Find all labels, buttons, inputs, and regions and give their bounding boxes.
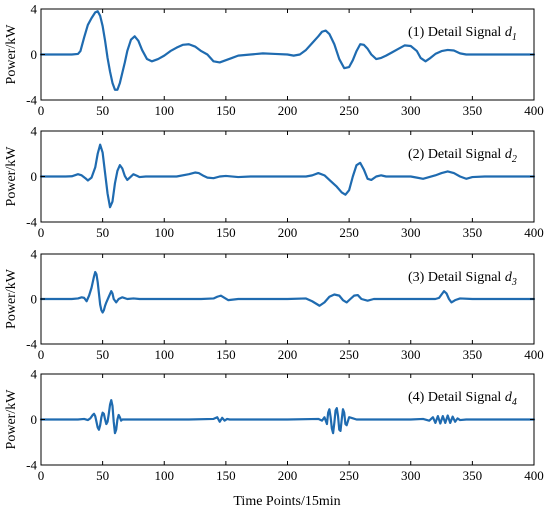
y-tick-label: -4	[26, 215, 37, 230]
x-tick-label: 250	[339, 103, 359, 118]
panel-title-subscript: 4	[512, 397, 517, 408]
x-tick-label: 100	[155, 468, 175, 483]
x-tick-label: 200	[278, 468, 298, 483]
panel-title: (2) Detail Signal d2	[408, 147, 517, 165]
x-tick-label: 100	[155, 347, 175, 362]
x-tick-label: 0	[38, 468, 45, 483]
x-tick-label: 0	[38, 103, 45, 118]
series-line	[39, 143, 536, 209]
x-tick-label: 400	[524, 468, 544, 483]
panel-title-subscript: 3	[511, 277, 517, 288]
x-tick-label: 0	[38, 347, 45, 362]
panel-title-variable: d	[505, 25, 513, 40]
x-tick-label: 400	[524, 225, 544, 240]
x-tick-label: 300	[401, 103, 421, 118]
series-line	[39, 399, 536, 435]
x-tick-label: 350	[463, 103, 483, 118]
x-tick-label: 50	[96, 225, 109, 240]
panel-title: (3) Detail Signal d3	[408, 270, 517, 288]
x-tick-label: 50	[96, 347, 109, 362]
x-tick-label: 400	[524, 347, 544, 362]
y-tick-label: 4	[31, 2, 38, 17]
x-tick-label: 50	[96, 468, 109, 483]
panel-title-variable: d	[505, 147, 513, 162]
x-tick-label: 350	[463, 468, 483, 483]
x-tick-label: 0	[38, 225, 45, 240]
panel-title: (1) Detail Signal d1	[408, 25, 517, 43]
y-tick-label: 0	[31, 292, 38, 307]
x-tick-label: 100	[155, 103, 175, 118]
x-tick-label: 200	[278, 103, 298, 118]
y-tick-label: -4	[26, 93, 37, 108]
panel-title-subscript: 2	[512, 154, 517, 165]
series-line	[39, 10, 536, 91]
x-tick-label: 150	[216, 347, 236, 362]
panel-title-prefix: (3) Detail Signal	[408, 270, 505, 285]
panel-title-variable: d	[505, 390, 513, 405]
x-tick-label: 100	[155, 225, 175, 240]
x-tick-label: 350	[463, 347, 483, 362]
panel-title-variable: d	[505, 270, 513, 285]
y-axis-label: Power/kW	[4, 389, 19, 450]
panel-title-subscript: 1	[512, 32, 517, 43]
x-tick-label: 150	[216, 468, 236, 483]
x-tick-label: 350	[463, 225, 483, 240]
x-axis-label: Time Points/15min	[233, 494, 340, 509]
y-tick-label: -4	[26, 337, 37, 352]
panel-title: (4) Detail Signal d4	[408, 390, 517, 408]
y-tick-label: 4	[31, 124, 38, 139]
y-axis-label: Power/kW	[4, 268, 19, 329]
x-tick-label: 250	[339, 225, 359, 240]
series-line	[39, 270, 536, 314]
y-tick-label: 0	[31, 47, 38, 62]
panel-title-prefix: (1) Detail Signal	[408, 25, 505, 40]
x-tick-label: 150	[216, 103, 236, 118]
x-tick-label: 150	[216, 225, 236, 240]
y-axis-label: Power/kW	[4, 146, 19, 207]
x-tick-label: 200	[278, 225, 298, 240]
panel-title-prefix: (2) Detail Signal	[408, 147, 505, 162]
y-axis-label: Power/kW	[4, 24, 19, 85]
y-tick-label: 4	[31, 247, 38, 262]
y-tick-label: 0	[31, 412, 38, 427]
y-tick-label: 4	[31, 367, 38, 382]
x-tick-label: 200	[278, 347, 298, 362]
x-tick-label: 50	[96, 103, 109, 118]
x-tick-label: 250	[339, 468, 359, 483]
y-tick-label: -4	[26, 458, 37, 473]
x-tick-label: 300	[401, 225, 421, 240]
panel-title-prefix: (4) Detail Signal	[408, 390, 505, 405]
x-tick-label: 300	[401, 347, 421, 362]
y-tick-label: 0	[31, 169, 38, 184]
x-tick-label: 250	[339, 347, 359, 362]
x-tick-label: 300	[401, 468, 421, 483]
x-tick-label: 400	[524, 103, 544, 118]
